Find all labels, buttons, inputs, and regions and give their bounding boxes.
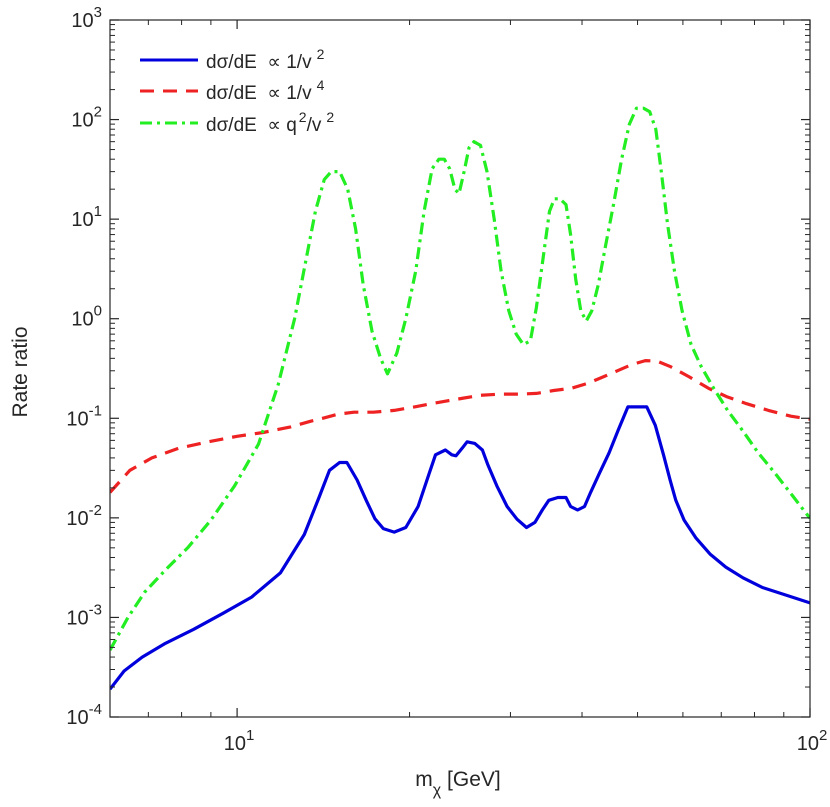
y-tick-label-exponent: -1 xyxy=(89,402,102,419)
x-tick-label: 101 xyxy=(224,727,255,755)
series-line-1 xyxy=(110,405,810,691)
legend-entry-2: dσ/dE ∝ 1/v 4 xyxy=(206,77,325,104)
x-axis-label: mχ [GeV] xyxy=(415,768,500,799)
y-tick-label: 103 xyxy=(71,4,102,32)
x-tick-label-exponent: 2 xyxy=(819,727,827,744)
y-tick-label: 10-4 xyxy=(66,701,102,729)
y-tick-label-exponent: 3 xyxy=(94,4,102,21)
legend-entry-1: dσ/dE ∝ 1/v 2 xyxy=(206,46,325,73)
y-tick-label-exponent: 1 xyxy=(94,203,102,220)
legend-entry-3-sup2: 2 xyxy=(326,109,334,125)
legend-entry-2-text: dσ/dE ∝ 1/v xyxy=(206,83,312,104)
x-axis-label-main: m xyxy=(415,768,433,791)
legend: dσ/dE ∝ 1/v 2 dσ/dE ∝ 1/v 4 dσ/dE ∝ q 2/v 2 xyxy=(140,46,334,136)
y-tick-label-base: 10 xyxy=(66,508,88,530)
legend-entry-3-text: dσ/dE ∝ q xyxy=(206,115,297,136)
y-tick-label-base: 10 xyxy=(66,408,88,430)
y-tick-label: 100 xyxy=(71,303,102,331)
y-tick-label-exponent: -2 xyxy=(89,502,102,519)
y-tick-label-base: 10 xyxy=(71,209,93,231)
y-tick-label-base: 10 xyxy=(71,110,93,132)
x-tick-label-exponent: 1 xyxy=(246,727,254,744)
y-tick-label-exponent: 2 xyxy=(94,104,102,121)
x-tick-label-base: 10 xyxy=(224,733,246,755)
series-layer xyxy=(110,106,810,691)
y-tick-label-base: 10 xyxy=(71,10,93,32)
y-tick-label-exponent: -4 xyxy=(89,701,102,718)
y-tick-label-exponent: 0 xyxy=(94,303,102,320)
legend-entry-3: dσ/dE ∝ q 2/v 2 xyxy=(206,109,334,136)
x-tick-label: 102 xyxy=(797,727,828,755)
y-tick-label-exponent: -3 xyxy=(89,601,102,618)
x-axis-label-subscript: χ xyxy=(433,782,442,799)
y-tick-label: 10-2 xyxy=(66,502,102,530)
y-tick-label: 10-1 xyxy=(66,402,102,430)
y-axis-label-text: Rate ratio xyxy=(9,326,32,417)
y-tick-label-base: 10 xyxy=(71,309,93,331)
x-axis-label-unit: [GeV] xyxy=(441,768,501,791)
plot-frame xyxy=(109,19,811,718)
y-tick-label: 101 xyxy=(71,203,102,231)
series-line-3 xyxy=(110,106,810,651)
legend-entry-1-text: dσ/dE ∝ 1/v xyxy=(206,52,312,73)
legend-entry-3-text2: /v xyxy=(307,115,322,136)
y-tick-label: 10-3 xyxy=(66,601,102,629)
legend-entry-3-sup1: 2 xyxy=(299,109,307,125)
y-tick-label-base: 10 xyxy=(66,607,88,629)
legend-entry-2-sup: 4 xyxy=(317,77,325,93)
y-tick-label: 102 xyxy=(71,104,102,132)
y-tick-label-base: 10 xyxy=(66,707,88,729)
series-line-2 xyxy=(110,359,810,494)
legend-entry-1-sup: 2 xyxy=(317,46,325,62)
y-axis-label: Rate ratio xyxy=(9,326,32,417)
x-tick-label-base: 10 xyxy=(797,733,819,755)
